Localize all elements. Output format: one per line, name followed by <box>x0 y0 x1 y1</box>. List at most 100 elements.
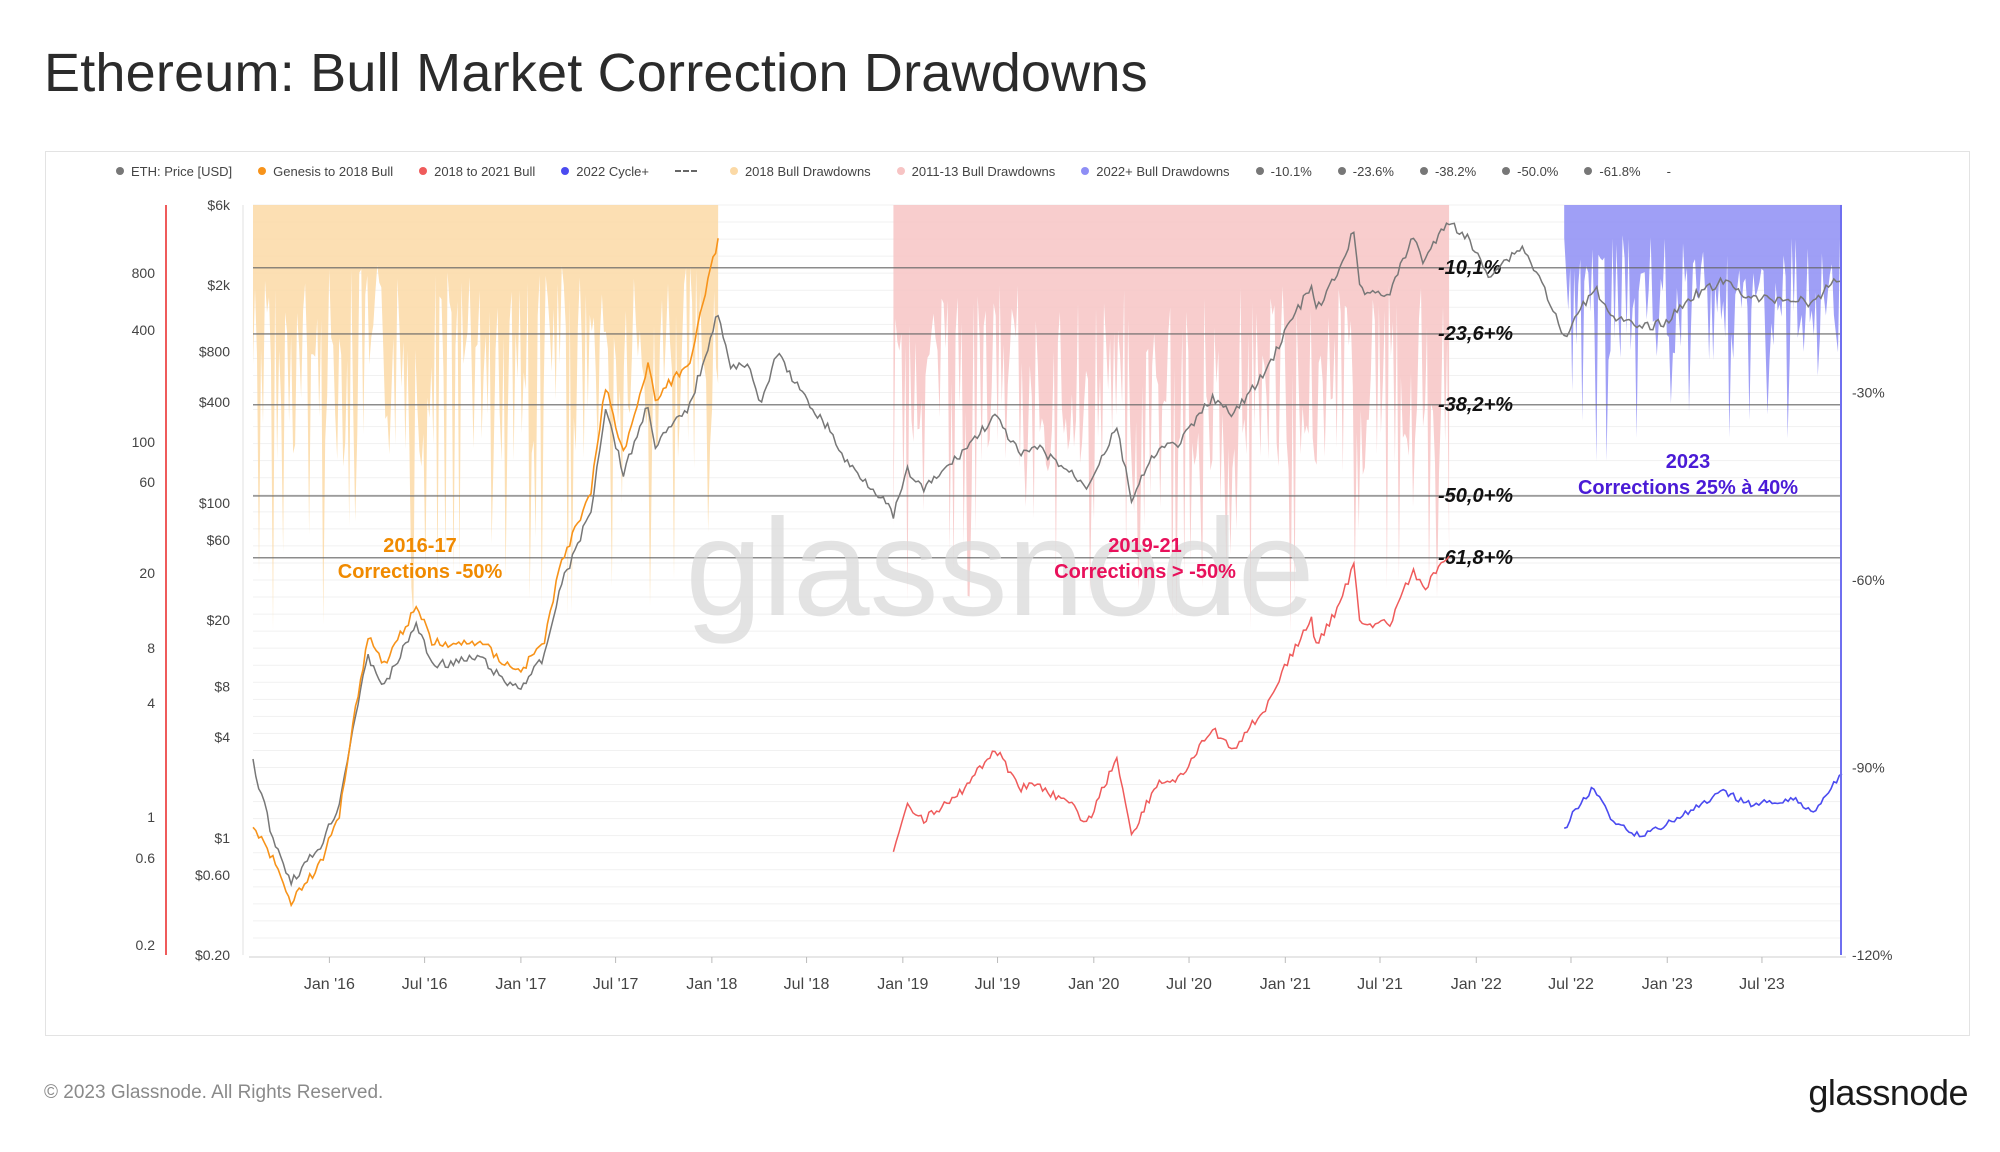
annotation-subtitle: Corrections > -50% <box>1054 561 1236 583</box>
left-tick-label: 0.2 <box>136 937 156 953</box>
legend-label: -10.1% <box>1270 163 1312 179</box>
price-tick-label: $60 <box>207 532 231 548</box>
x-tick-label: Jul '17 <box>593 976 639 993</box>
x-tick-label: Jul '19 <box>975 976 1021 993</box>
x-tick-label: Jul '23 <box>1739 976 1785 993</box>
legend-label: 2022 Cycle+ <box>576 163 649 179</box>
legend-item[interactable] <box>674 170 704 172</box>
x-tick-label: Jan '16 <box>304 976 355 993</box>
legend-item[interactable]: -23.6% <box>1337 163 1394 179</box>
legend-item[interactable]: 2011-13 Bull Drawdowns <box>896 163 1056 179</box>
legend-marker <box>116 167 124 175</box>
legend-line-marker <box>674 170 697 172</box>
series-2022-cycle <box>1563 773 1843 838</box>
left-tick-label: 800 <box>132 265 156 281</box>
x-tick-label: Jan '22 <box>1451 976 1502 993</box>
legend-label: 2018 to 2021 Bull <box>434 163 536 179</box>
left-tick-label: 60 <box>139 474 155 490</box>
right-tick-label: -60% <box>1852 572 1885 588</box>
left-tick-label: 0.6 <box>136 850 156 866</box>
legend-marker <box>419 167 428 175</box>
price-tick-label: $0.20 <box>195 947 230 963</box>
watermark: glassnode <box>685 491 1314 645</box>
legend-label: -50.0% <box>1517 163 1559 179</box>
x-tick-label: Jul '18 <box>784 976 830 993</box>
left-tick-label: 20 <box>139 565 155 581</box>
legend-label: 2011-13 Bull Drawdowns <box>911 163 1056 179</box>
chart-title: Ethereum: Bull Market Correction Drawdow… <box>44 43 1148 103</box>
legend-item[interactable]: -61.8% <box>1584 163 1641 179</box>
legend-item[interactable]: ETH: Price [USD] <box>116 164 232 179</box>
price-tick-label: $4 <box>214 729 230 745</box>
annotation-title: 2019-21 <box>1108 535 1181 557</box>
fib-level-label: -10,1% <box>1438 257 1502 279</box>
legend-item[interactable]: -50.0% <box>1502 164 1558 179</box>
annotation-subtitle: Corrections -50% <box>338 561 503 583</box>
legend-item[interactable]: -10.1% <box>1255 163 1312 179</box>
glassnode-logo[interactable]: glassnode <box>1808 1072 1968 1113</box>
annotation-title: 2016-17 <box>383 535 456 557</box>
price-tick-label: $8 <box>214 679 230 695</box>
drawdown-band <box>1564 205 1842 463</box>
footer-copyright: © 2023 Glassnode. All Rights Reserved. <box>44 1082 384 1103</box>
legend-marker <box>1584 167 1593 175</box>
legend-label: Genesis to 2018 Bull <box>273 163 394 179</box>
x-tick-label: Jul '16 <box>402 976 448 993</box>
left-tick-label: 1 <box>147 809 155 825</box>
price-tick-label: $100 <box>199 495 230 511</box>
legend-label: - <box>1666 163 1671 179</box>
fib-level-label: -50,0+% <box>1438 485 1513 507</box>
legend-item[interactable]: - <box>1667 164 1671 179</box>
x-tick-label: Jan '17 <box>495 976 546 993</box>
chart-legend: ETH: Price [USD] Genesis to 2018 Bull 2018… <box>116 160 1697 182</box>
legend-item[interactable]: 2022 Cycle+ <box>561 164 649 179</box>
legend-item[interactable]: -38.2% <box>1419 163 1477 179</box>
legend-label: -38.2% <box>1434 163 1477 179</box>
fib-level-label: -23,6+% <box>1438 323 1513 345</box>
price-tick-label: $0.60 <box>195 867 230 883</box>
legend-label: -23.6% <box>1352 163 1394 179</box>
series-genesis-2018 <box>252 238 719 908</box>
x-tick-label: Jul '22 <box>1548 976 1594 993</box>
legend-label: 2018 Bull Drawdowns <box>744 163 871 179</box>
x-tick-label: Jan '23 <box>1642 976 1693 993</box>
fib-level-label: -38,2+% <box>1438 394 1513 416</box>
legend-marker <box>1081 167 1090 175</box>
annotation-title: 2023 <box>1666 451 1711 473</box>
x-tick-label: Jul '21 <box>1357 976 1403 993</box>
legend-label: 2022+ Bull Drawdowns <box>1096 163 1230 179</box>
legend-marker <box>1419 167 1428 175</box>
annotation-subtitle: Corrections 25% à 40% <box>1578 477 1798 499</box>
legend-item[interactable]: 2018 to 2021 Bull <box>419 164 535 179</box>
legend-item[interactable]: 2018 Bull Drawdowns <box>729 163 871 179</box>
series-eth-price <box>252 222 1842 888</box>
legend-marker <box>258 167 267 175</box>
series-2018-2021 <box>892 555 1450 852</box>
legend-item[interactable]: Genesis to 2018 Bull <box>258 164 393 179</box>
left-tick-label: 100 <box>132 434 156 450</box>
legend-label: -61.8% <box>1599 163 1641 179</box>
right-tick-label: -30% <box>1852 385 1885 401</box>
price-tick-label: $20 <box>207 612 231 628</box>
left-tick-label: 4 <box>147 695 155 711</box>
legend-item[interactable]: 2022+ Bull Drawdowns <box>1081 163 1230 179</box>
x-tick-label: Jul '20 <box>1166 976 1212 993</box>
legend-marker <box>1255 167 1264 175</box>
price-tick-label: $6k <box>207 197 231 213</box>
x-tick-label: Jan '19 <box>877 976 928 993</box>
legend-marker <box>896 167 905 175</box>
left-tick-label: 8 <box>147 640 155 656</box>
legend-marker <box>561 167 570 175</box>
x-tick-label: Jan '18 <box>686 976 737 993</box>
price-tick-label: $400 <box>199 394 230 410</box>
price-tick-label: $2k <box>207 277 231 293</box>
legend-label: ETH: Price [USD] <box>131 163 233 179</box>
drawdown-band <box>893 205 1450 633</box>
drawdown-band <box>253 205 719 631</box>
x-tick-label: Jan '20 <box>1068 976 1119 993</box>
fib-level-label: -61,8+% <box>1438 547 1513 569</box>
price-tick-label: $1 <box>214 830 230 846</box>
legend-marker <box>729 167 738 175</box>
price-tick-label: $800 <box>199 344 230 360</box>
